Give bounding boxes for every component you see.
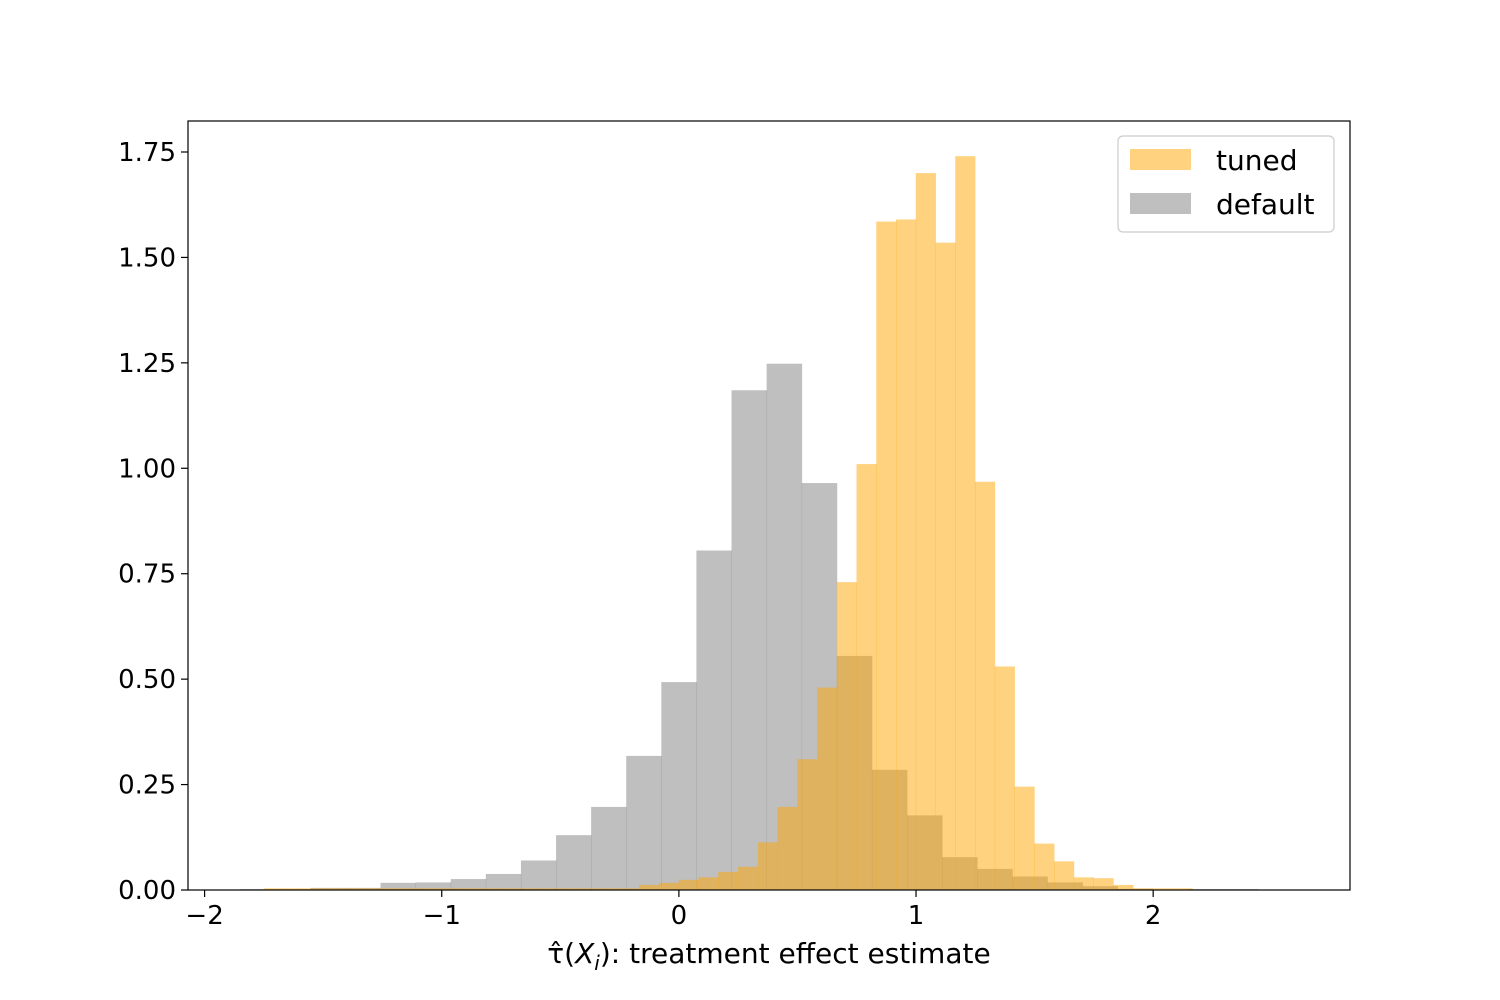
- bar-tuned-23: [718, 871, 739, 890]
- bar-tuned-20: [658, 882, 680, 890]
- bar-tuned-27: [797, 759, 818, 890]
- bar-default-4: [380, 882, 417, 890]
- y-tick-label: 0.50: [118, 665, 176, 695]
- bar-tuned-18: [619, 888, 640, 890]
- x-axis-label: τ̂(Xi): treatment effect estimate: [547, 937, 990, 975]
- bar-default-9: [556, 835, 592, 890]
- bar-tuned-25: [757, 842, 778, 890]
- y-tick-label: 1.25: [118, 349, 176, 379]
- bar-tuned-12: [500, 888, 522, 890]
- bar-tuned-28: [817, 687, 838, 890]
- bar-default-6: [450, 879, 487, 890]
- bar-tuned-10: [461, 888, 482, 890]
- bar-tuned-19: [639, 884, 660, 890]
- bar-default-14: [731, 390, 768, 890]
- bar-tuned-13: [520, 888, 541, 890]
- bar-tuned-24: [737, 866, 759, 890]
- bar-tuned-31: [876, 221, 897, 890]
- bar-tuned-4: [342, 888, 364, 890]
- bar-tuned-38: [1014, 786, 1035, 890]
- bar-tuned-5: [362, 888, 383, 890]
- y-tick-label: 1.75: [118, 138, 176, 168]
- bar-tuned-26: [777, 806, 798, 890]
- legend: tuned default: [1117, 135, 1335, 233]
- bar-default-7: [485, 873, 522, 890]
- bar-tuned-3: [323, 888, 344, 890]
- bar-default-13: [696, 550, 732, 890]
- y-tick-label: 1.50: [118, 243, 176, 273]
- bar-default-15: [766, 363, 803, 890]
- bar-tuned-29: [836, 582, 857, 890]
- bar-tuned-16: [579, 888, 601, 890]
- y-tick-label: 0.25: [118, 771, 176, 801]
- bar-tuned-33: [915, 173, 936, 890]
- bar-tuned-8: [421, 888, 443, 890]
- bar-tuned-34: [935, 242, 956, 891]
- bar-tuned-14: [540, 888, 561, 890]
- bar-tuned-40: [1054, 861, 1075, 890]
- x-axis-ticks: −2 −1 0 1 2: [185, 890, 1161, 931]
- bar-tuned-7: [402, 888, 423, 890]
- y-tick-label: 0.75: [118, 560, 176, 590]
- bar-tuned-42: [1093, 878, 1114, 890]
- bar-tuned-41: [1073, 877, 1094, 890]
- x-tick-label: −2: [185, 901, 223, 931]
- series-tuned-bars: [263, 156, 1193, 891]
- bar-tuned-43: [1113, 884, 1134, 890]
- bar-default-11: [626, 755, 662, 890]
- x-tick-label: −1: [423, 901, 461, 931]
- x-tick-label: 0: [671, 901, 688, 931]
- x-tick-label: 2: [1145, 901, 1162, 931]
- legend-swatch-default: [1130, 193, 1191, 214]
- bar-tuned-36: [975, 481, 996, 890]
- x-tick-label: 1: [908, 901, 925, 931]
- bar-tuned-21: [678, 879, 699, 890]
- bar-default-10: [591, 806, 627, 890]
- axes-frame: [187, 120, 1351, 891]
- bar-tuned-6: [382, 888, 403, 890]
- legend-label-tuned: tuned: [1216, 144, 1297, 177]
- y-tick-label: 1.00: [118, 454, 176, 484]
- bar-tuned-11: [481, 888, 502, 890]
- bar-tuned-45: [1152, 888, 1173, 890]
- bar-tuned-32: [896, 219, 917, 891]
- bar-tuned-22: [698, 877, 719, 890]
- bar-tuned-1: [283, 888, 304, 890]
- bar-default-12: [661, 682, 697, 890]
- bar-default-5: [415, 882, 452, 890]
- bar-tuned-17: [599, 888, 620, 890]
- bar-tuned-30: [856, 464, 877, 890]
- bar-tuned-9: [441, 888, 462, 890]
- y-tick-label: 0.00: [118, 876, 176, 906]
- legend-swatch-tuned: [1130, 149, 1191, 170]
- bar-tuned-46: [1172, 888, 1193, 890]
- bar-tuned-37: [994, 666, 1015, 890]
- bar-tuned-2: [303, 888, 324, 890]
- legend-label-default: default: [1216, 188, 1315, 221]
- bar-tuned-39: [1034, 843, 1055, 890]
- series-default-bars: [240, 363, 1259, 890]
- bar-tuned-15: [560, 888, 581, 890]
- y-axis-ticks: 0.00 0.25 0.50 0.75 1.00 1.25 1.50 1.75: [118, 138, 188, 906]
- bar-tuned-44: [1133, 888, 1154, 890]
- bar-tuned-0: [263, 888, 285, 890]
- bar-default-8: [520, 860, 557, 890]
- bar-tuned-35: [955, 156, 976, 890]
